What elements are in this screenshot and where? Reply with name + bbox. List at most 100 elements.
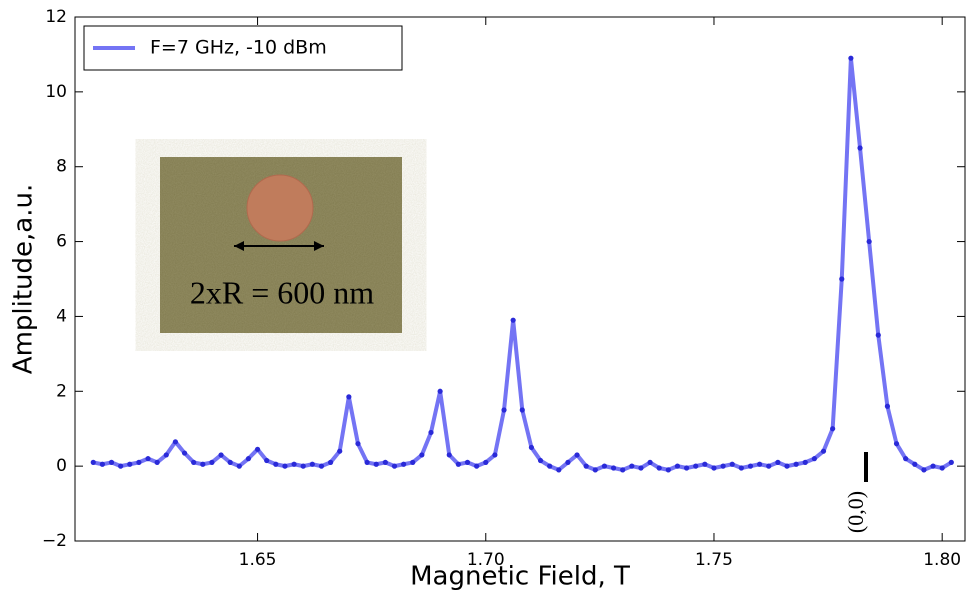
y-tick-label: 2 xyxy=(56,381,67,401)
data-point xyxy=(191,459,197,465)
data-point xyxy=(264,457,270,464)
data-point xyxy=(410,459,416,465)
scale-arrows xyxy=(234,241,324,251)
data-point xyxy=(729,461,735,467)
data-point xyxy=(464,459,471,465)
data-point xyxy=(811,456,817,462)
data-point xyxy=(382,459,388,465)
data-point xyxy=(848,55,854,61)
data-point xyxy=(601,463,608,469)
data-point xyxy=(327,459,334,465)
x-tick-label: 1.65 xyxy=(239,550,277,570)
data-point xyxy=(519,407,525,413)
data-point xyxy=(875,332,881,338)
legend: F=7 GHz, -10 dBm xyxy=(83,25,403,71)
data-point xyxy=(711,465,717,471)
data-point xyxy=(446,452,452,458)
data-point xyxy=(674,463,681,469)
data-point xyxy=(364,459,370,465)
data-point xyxy=(163,452,169,458)
data-point xyxy=(337,448,343,454)
data-point xyxy=(118,463,124,469)
data-point xyxy=(300,463,306,469)
data-point xyxy=(401,461,407,467)
data-point xyxy=(547,463,553,469)
x-tick-label: 1.70 xyxy=(467,550,505,570)
data-point xyxy=(373,461,379,467)
data-point xyxy=(391,463,398,469)
data-point xyxy=(254,446,261,452)
data-point xyxy=(565,459,571,465)
data-point xyxy=(245,456,252,462)
data-point xyxy=(948,459,954,465)
data-point xyxy=(510,317,516,323)
data-point xyxy=(218,452,224,458)
data-point xyxy=(227,459,233,465)
legend-label: F=7 GHz, -10 dBm xyxy=(150,37,327,59)
data-point xyxy=(884,403,891,409)
data-point xyxy=(866,238,872,245)
data-point xyxy=(528,444,535,451)
y-tick-label: 4 xyxy=(56,306,67,326)
data-point xyxy=(802,459,808,465)
data-point xyxy=(656,465,662,471)
data-point xyxy=(501,407,507,413)
data-point xyxy=(318,463,325,469)
data-point xyxy=(683,465,690,471)
marks xyxy=(90,55,954,473)
disk xyxy=(246,174,314,242)
legend-box xyxy=(83,25,403,71)
data-point xyxy=(437,388,443,394)
data-point xyxy=(629,463,635,469)
data-point xyxy=(757,461,763,467)
data-point xyxy=(108,459,115,465)
data-point xyxy=(665,467,671,473)
data-point xyxy=(282,463,288,469)
data-point xyxy=(930,463,936,469)
x-tick-label: 1.75 xyxy=(695,550,733,570)
data-point xyxy=(309,461,315,467)
plot-frame xyxy=(74,16,966,542)
data-point xyxy=(592,467,598,473)
y-tick-label: 0 xyxy=(56,456,67,476)
y-tick-label: 6 xyxy=(56,232,67,252)
data-point xyxy=(693,463,699,469)
data-point xyxy=(90,459,96,465)
data-point xyxy=(556,467,562,473)
data-point xyxy=(346,394,352,400)
data-point xyxy=(912,461,918,467)
data-point xyxy=(903,456,909,462)
data-point xyxy=(145,456,151,462)
y-tick-label: 12 xyxy=(45,7,67,27)
data-point xyxy=(273,461,279,467)
x-tick-label: 1.80 xyxy=(923,550,961,570)
y-tick-label: 10 xyxy=(45,82,67,102)
data-point xyxy=(939,465,945,471)
data-point xyxy=(766,463,772,469)
data-point xyxy=(492,452,498,458)
data-point xyxy=(638,465,644,471)
data-point xyxy=(610,465,617,471)
data-point xyxy=(181,450,188,456)
data-point xyxy=(830,426,836,432)
data-point xyxy=(820,448,827,454)
data-point xyxy=(483,459,489,465)
y-axis-label: Amplitude,a.u. xyxy=(9,184,39,374)
data-point xyxy=(136,459,142,465)
data-point xyxy=(537,457,544,464)
data-point xyxy=(209,459,215,465)
data-point xyxy=(474,463,480,469)
data-point xyxy=(99,461,105,467)
y-tick-label: 8 xyxy=(56,157,67,177)
data-point xyxy=(236,463,242,469)
mode-label: (0,0) xyxy=(843,491,868,533)
data-point xyxy=(647,459,653,465)
inset-label: 2xR = 600 nm xyxy=(190,274,374,310)
data-point xyxy=(154,459,160,465)
data-point xyxy=(738,465,744,471)
data-point xyxy=(839,276,845,282)
data-point xyxy=(775,459,781,465)
data-point xyxy=(747,463,754,469)
y-tick-label: −2 xyxy=(42,531,67,551)
data-point xyxy=(893,441,900,447)
